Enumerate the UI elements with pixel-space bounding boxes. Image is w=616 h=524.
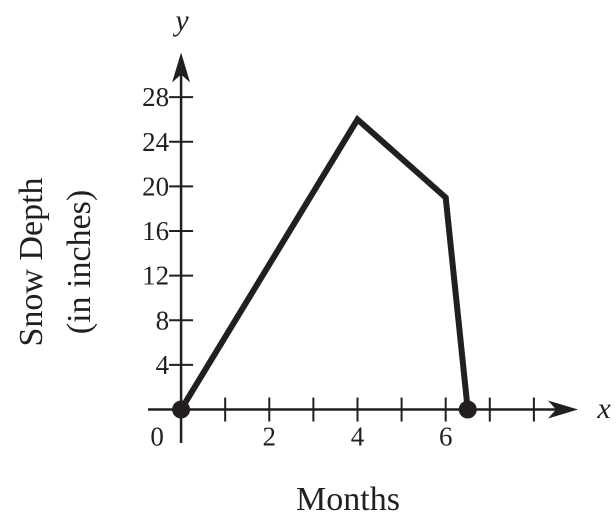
data-line — [178, 114, 471, 412]
y-tick-label: 12 — [142, 261, 169, 291]
y-tick-label: 20 — [142, 171, 169, 201]
y-axis-label: Snow Depth (in inches) — [13, 177, 98, 346]
endpoint-marker — [172, 400, 191, 419]
x-tick-label: 4 — [351, 422, 365, 452]
y-label-line: Snow Depth — [13, 177, 50, 346]
y-tick-label: 16 — [142, 216, 169, 246]
endpoint-marker — [458, 400, 477, 419]
x-tick-label: 6 — [439, 422, 453, 452]
x-arrow — [548, 400, 578, 419]
y-tick-label: 24 — [142, 127, 170, 157]
x-tick-label: 0 — [150, 422, 164, 452]
y-axis-name: y — [172, 4, 189, 37]
y-label-line: (in inches) — [61, 190, 98, 334]
x-axis-name: x — [596, 392, 611, 425]
y-tick-label: 4 — [156, 350, 170, 380]
y-arrow — [172, 52, 191, 83]
y-tick-label: 8 — [156, 305, 170, 335]
x-axis-label: Months — [296, 481, 400, 518]
x-tick-label: 2 — [263, 422, 277, 452]
y-tick-label: 28 — [142, 82, 169, 112]
